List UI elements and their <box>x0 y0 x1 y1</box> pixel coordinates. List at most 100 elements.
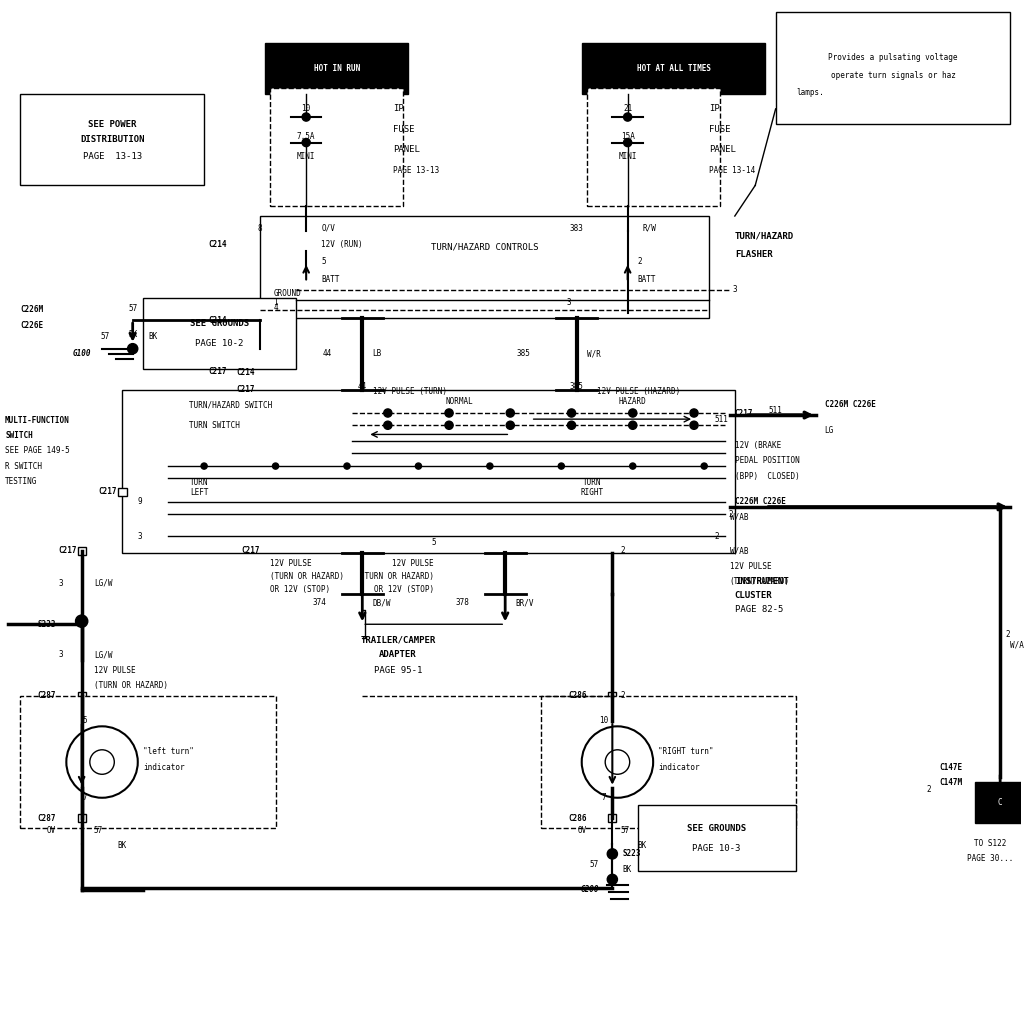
Text: 5: 5 <box>322 257 326 266</box>
Text: (TURN/HAZARD): (TURN/HAZARD) <box>730 577 790 586</box>
Circle shape <box>624 113 632 121</box>
Text: NORMAL: NORMAL <box>445 397 473 407</box>
Text: 5: 5 <box>82 716 87 725</box>
Text: 21: 21 <box>623 104 632 114</box>
Text: 1: 1 <box>273 298 279 307</box>
Bar <box>608 814 616 822</box>
Text: C214: C214 <box>208 240 226 249</box>
Text: 12V (BRAKE: 12V (BRAKE <box>735 441 781 451</box>
Text: OR 12V (STOP): OR 12V (STOP) <box>374 585 434 594</box>
Text: 383: 383 <box>569 224 584 232</box>
Text: C217: C217 <box>208 367 226 376</box>
Text: 511: 511 <box>769 407 782 415</box>
Text: indicator: indicator <box>143 763 184 772</box>
Text: W/A: W/A <box>1011 640 1024 649</box>
Text: PAGE 10-2: PAGE 10-2 <box>196 339 244 348</box>
Text: 3: 3 <box>138 532 142 541</box>
Text: TRAILER/CAMPER: TRAILER/CAMPER <box>360 635 435 644</box>
Circle shape <box>607 849 617 859</box>
FancyBboxPatch shape <box>975 782 1024 823</box>
Text: BK: BK <box>148 332 158 341</box>
Bar <box>78 814 86 822</box>
Text: PAGE 30...: PAGE 30... <box>967 854 1013 863</box>
Bar <box>302 243 310 251</box>
Text: LB: LB <box>373 349 382 358</box>
Text: PEDAL POSITION: PEDAL POSITION <box>735 457 800 466</box>
Circle shape <box>486 463 493 469</box>
Text: (TURN OR HAZARD): (TURN OR HAZARD) <box>94 681 168 690</box>
FancyBboxPatch shape <box>587 88 720 206</box>
Text: BATT: BATT <box>322 274 340 284</box>
Text: BATT: BATT <box>638 274 656 284</box>
Circle shape <box>128 344 138 354</box>
Text: W/R: W/R <box>587 349 601 358</box>
Text: MINI: MINI <box>618 153 637 162</box>
Text: FUSE: FUSE <box>393 125 415 134</box>
Text: BK: BK <box>128 331 137 339</box>
FancyBboxPatch shape <box>270 88 403 206</box>
Text: SEE POWER: SEE POWER <box>88 120 136 129</box>
Text: 2: 2 <box>715 532 719 541</box>
Text: 9: 9 <box>138 498 142 506</box>
Text: 385: 385 <box>569 382 584 391</box>
Circle shape <box>445 409 454 417</box>
Text: PAGE 13-14: PAGE 13-14 <box>710 166 756 175</box>
Text: C286: C286 <box>568 814 587 822</box>
Text: 12V (RUN): 12V (RUN) <box>322 240 364 249</box>
Circle shape <box>607 874 617 885</box>
Circle shape <box>384 421 392 429</box>
Text: SWITCH: SWITCH <box>5 431 33 440</box>
Text: BR/V: BR/V <box>515 598 534 607</box>
Text: INSTRUMENT: INSTRUMENT <box>735 577 788 586</box>
Text: PAGE  13-13: PAGE 13-13 <box>83 153 142 162</box>
Circle shape <box>629 409 637 417</box>
Text: C147E: C147E <box>939 763 963 772</box>
Text: FLASHER: FLASHER <box>735 250 772 259</box>
Text: 12V PULSE (TURN): 12V PULSE (TURN) <box>373 387 446 396</box>
Text: C226M C226E: C226M C226E <box>735 498 785 506</box>
Text: PAGE 13-13: PAGE 13-13 <box>393 166 439 175</box>
Text: HAZARD: HAZARD <box>618 397 646 407</box>
Circle shape <box>416 463 422 469</box>
Circle shape <box>445 421 454 429</box>
Text: TURN
LEFT: TURN LEFT <box>189 478 208 498</box>
Text: S233: S233 <box>38 620 56 629</box>
Text: TO S122: TO S122 <box>974 840 1007 848</box>
Bar <box>78 547 86 555</box>
Text: CLUSTER: CLUSTER <box>735 591 772 600</box>
Text: 12V PULSE: 12V PULSE <box>270 558 312 567</box>
FancyBboxPatch shape <box>638 805 796 871</box>
Text: 2: 2 <box>638 257 642 266</box>
Circle shape <box>67 726 138 798</box>
Text: SEE PAGE 149-5: SEE PAGE 149-5 <box>5 446 70 456</box>
FancyBboxPatch shape <box>20 695 275 828</box>
Text: 7.5A: 7.5A <box>297 132 315 141</box>
Text: R SWITCH: R SWITCH <box>5 462 42 471</box>
Text: BK: BK <box>638 842 647 850</box>
Text: PAGE 10-3: PAGE 10-3 <box>692 845 740 853</box>
Circle shape <box>690 421 698 429</box>
Circle shape <box>506 421 514 429</box>
Text: 378: 378 <box>456 598 469 607</box>
Bar <box>608 691 616 699</box>
Circle shape <box>629 421 637 429</box>
Text: 2: 2 <box>621 691 625 700</box>
Text: ADAPTER: ADAPTER <box>379 650 417 659</box>
Text: C217: C217 <box>242 546 260 555</box>
Text: 374: 374 <box>312 598 327 607</box>
Text: TURN SWITCH: TURN SWITCH <box>188 421 240 430</box>
Circle shape <box>506 409 514 417</box>
Text: BK: BK <box>623 864 632 873</box>
Circle shape <box>302 138 310 146</box>
Text: IP: IP <box>393 104 403 114</box>
Text: C217: C217 <box>237 385 255 394</box>
Text: 57: 57 <box>590 859 599 868</box>
Circle shape <box>90 750 115 774</box>
Text: 3: 3 <box>566 298 571 307</box>
Text: 2: 2 <box>621 546 625 555</box>
Text: 8: 8 <box>258 224 262 232</box>
Text: (TURN OR HAZARD): (TURN OR HAZARD) <box>359 571 434 581</box>
Text: operate turn signals or haz: operate turn signals or haz <box>830 71 955 80</box>
Text: 2: 2 <box>926 785 931 794</box>
Text: 12V PULSE: 12V PULSE <box>392 558 434 567</box>
